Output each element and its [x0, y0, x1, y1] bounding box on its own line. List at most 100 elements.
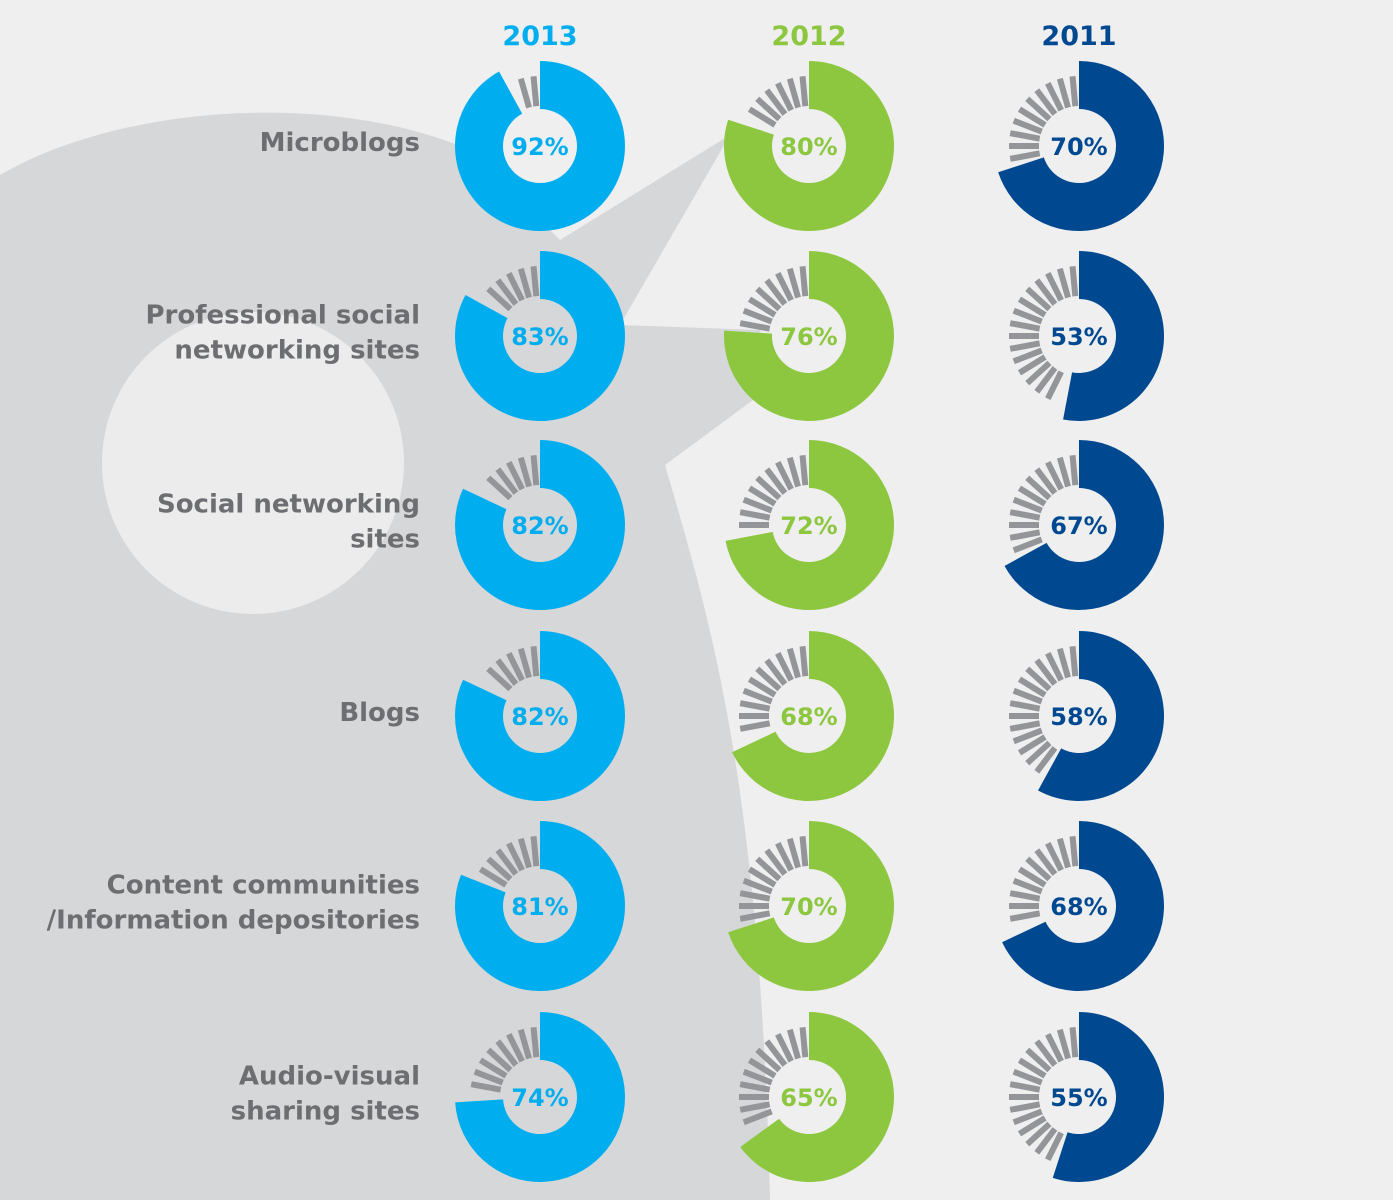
row-label-line: Social networking — [157, 490, 420, 520]
track-tick — [1034, 366, 1058, 394]
percent-label: 72% — [780, 512, 837, 540]
track-tick — [1025, 475, 1052, 501]
percent-label: 82% — [511, 512, 568, 540]
track-tick — [1009, 509, 1041, 521]
percent-label: 82% — [511, 703, 568, 731]
donut-arc — [998, 61, 1165, 231]
track-tick — [1034, 848, 1058, 876]
percent-label: 92% — [511, 133, 568, 161]
track-tick — [1009, 890, 1041, 902]
track-tick — [506, 1033, 525, 1063]
track-tick — [1012, 307, 1043, 325]
track-tick — [755, 96, 782, 122]
donut-2013-4: 81% — [454, 821, 625, 991]
donut-arc — [724, 61, 895, 231]
track-tick — [799, 76, 809, 107]
track-tick — [1045, 1131, 1064, 1161]
percent-label: 67% — [1050, 512, 1107, 540]
track-tick — [764, 88, 788, 116]
track-tick — [495, 658, 519, 686]
track-tick — [1069, 455, 1079, 486]
track-tick — [1012, 687, 1043, 705]
donut-arc — [725, 440, 894, 611]
track-tick — [747, 676, 777, 698]
track-tick — [747, 106, 777, 128]
row-label-line: Content communities — [107, 871, 420, 901]
track-tick — [764, 848, 788, 876]
track-tick — [517, 77, 532, 109]
row-label-line: sharing sites — [231, 1097, 420, 1127]
track-tick — [775, 82, 794, 112]
track-tick — [739, 1101, 771, 1113]
track-tick — [739, 509, 771, 521]
percent-label: 83% — [511, 323, 568, 351]
donut-arc — [454, 821, 625, 991]
track-tick — [1009, 130, 1041, 142]
track-tick — [1012, 496, 1043, 514]
track-tick — [1045, 461, 1064, 491]
track-tick — [1045, 652, 1064, 682]
track-tick — [786, 77, 801, 109]
track-tick — [1017, 354, 1047, 376]
track-tick — [473, 1068, 504, 1086]
percent-label: 81% — [511, 893, 568, 921]
track-tick — [1017, 866, 1047, 888]
donut-arc — [1063, 251, 1164, 421]
track-tick — [786, 647, 801, 679]
track-tick — [1017, 1115, 1047, 1137]
track-tick — [517, 837, 532, 869]
track-tick — [755, 475, 782, 501]
track-tick — [1009, 1081, 1041, 1093]
donut-arc — [1052, 1012, 1164, 1182]
donut-arc — [455, 251, 626, 421]
track-tick — [1069, 646, 1079, 677]
track-tick — [1025, 286, 1052, 312]
track-tick — [1069, 76, 1079, 107]
track-tick — [1012, 1108, 1043, 1126]
donut-arc — [724, 251, 894, 421]
track-tick — [755, 286, 782, 312]
track-tick — [747, 1057, 777, 1079]
track-tick — [755, 856, 782, 882]
track-tick — [764, 1039, 788, 1067]
row-label-line: Blogs — [339, 698, 420, 728]
track-tick — [799, 1027, 809, 1058]
percent-label: 53% — [1050, 323, 1107, 351]
track-tick — [1034, 1039, 1058, 1067]
donut-2011-5: 55% — [1009, 1012, 1164, 1182]
track-tick — [1012, 1068, 1043, 1086]
track-tick — [764, 467, 788, 495]
donut-arc — [455, 440, 625, 610]
track-tick — [747, 485, 777, 507]
track-tick — [1056, 456, 1071, 488]
row-label: Content communities/Information deposito… — [47, 871, 420, 936]
track-tick — [747, 296, 777, 318]
year-header-2012: 2012 — [771, 21, 846, 52]
row-label-line: Professional social — [145, 301, 420, 331]
row-label-line: sites — [350, 525, 420, 555]
track-tick — [786, 456, 801, 488]
track-tick — [495, 278, 519, 306]
track-tick — [1025, 1047, 1052, 1073]
percent-label: 74% — [511, 1084, 568, 1112]
track-tick — [1056, 1028, 1071, 1060]
donut-2012-4: 70% — [728, 821, 895, 992]
track-tick — [506, 652, 525, 682]
track-tick — [1069, 1027, 1079, 1058]
track-tick — [486, 856, 513, 882]
donut-2013-2: 82% — [455, 440, 625, 610]
track-tick — [739, 700, 771, 712]
track-tick — [1012, 877, 1043, 895]
percent-label: 70% — [780, 893, 837, 921]
track-tick — [1056, 77, 1071, 109]
donut-2013-1: 83% — [455, 251, 626, 421]
track-tick — [1045, 272, 1064, 302]
row-label: Microblogs — [260, 128, 420, 158]
track-tick — [755, 666, 782, 692]
track-tick — [742, 1068, 773, 1086]
track-tick — [530, 1027, 540, 1058]
track-tick — [1045, 1033, 1064, 1063]
track-tick — [506, 272, 525, 302]
donut-2011-1: 53% — [1009, 251, 1164, 421]
background-circle — [102, 312, 404, 614]
